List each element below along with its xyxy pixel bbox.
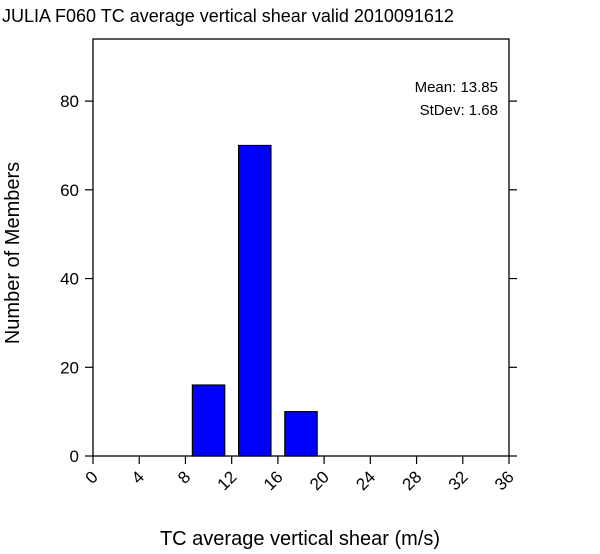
x-tick-label: 32 bbox=[445, 467, 472, 494]
stdev-label: StDev: 1.68 bbox=[420, 102, 498, 119]
x-tick-label: 0 bbox=[82, 467, 102, 487]
histogram-bar-1 bbox=[238, 144, 272, 457]
x-tick-label: 28 bbox=[399, 467, 426, 494]
x-tick-label: 36 bbox=[491, 467, 518, 494]
histogram-bar-2 bbox=[284, 411, 318, 457]
x-axis-label: TC average vertical shear (m/s) bbox=[160, 528, 440, 550]
y-tick-label: 80 bbox=[60, 92, 79, 111]
histogram-bar-0 bbox=[191, 384, 226, 457]
chart-title: JULIA F060 TC average vertical shear val… bbox=[2, 6, 454, 26]
y-tick-label: 40 bbox=[60, 270, 79, 289]
x-tick-label: 4 bbox=[128, 467, 148, 487]
y-tick-label: 0 bbox=[70, 447, 79, 466]
y-axis-label: Number of Members bbox=[2, 162, 24, 344]
bars-group bbox=[191, 144, 318, 457]
y-tick-label: 20 bbox=[60, 358, 79, 377]
x-tick-label: 16 bbox=[260, 467, 287, 494]
mean-label: Mean: 13.85 bbox=[415, 79, 498, 96]
x-tick-label: 20 bbox=[306, 467, 333, 494]
y-tick-label: 60 bbox=[60, 181, 79, 200]
x-tick-label: 8 bbox=[174, 467, 194, 487]
x-tick-label: 12 bbox=[214, 467, 241, 494]
x-tick-label: 24 bbox=[352, 467, 379, 494]
